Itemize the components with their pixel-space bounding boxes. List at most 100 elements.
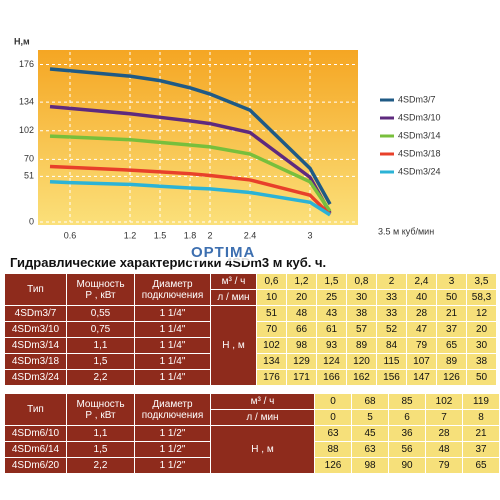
- data-cell: 4SDm6/10: [4, 425, 67, 442]
- head-cell: 30: [466, 337, 497, 354]
- head-cell: 65: [462, 457, 500, 474]
- data-cell: 1 1/2": [134, 441, 211, 458]
- header-cell-line: Диаметр: [152, 398, 193, 410]
- head-cell: 90: [388, 457, 426, 474]
- head-cell: 166: [316, 369, 347, 386]
- head-cell: 126: [436, 369, 467, 386]
- head-cell: 57: [346, 321, 377, 338]
- head-cell: 102: [256, 337, 287, 354]
- data-cell: 1 1/4": [134, 337, 211, 354]
- data-cell: 2,2: [66, 369, 135, 386]
- header-cell-line: Р , кВт: [85, 289, 116, 301]
- y-tick-label: 70: [24, 154, 34, 164]
- flow-cell: 6: [388, 409, 426, 426]
- data-cell: 4SDm6/14: [4, 441, 67, 458]
- table-row: 4SDm6/10 1,1 1 1/2" Н , м 63 45 36 28 21: [4, 425, 500, 474]
- head-cell: 162: [346, 369, 377, 386]
- header-cell-line: Мощность: [76, 278, 125, 290]
- head-cell: 98: [351, 457, 389, 474]
- logo: OPTIMA: [188, 244, 259, 261]
- table-row: Тип Мощность Р , кВт Диаметр подключения м³ /…: [4, 273, 497, 306]
- flow-cell: 0: [314, 409, 352, 426]
- data-cell: 1 1/4": [134, 321, 211, 338]
- data-cell: 1 1/4": [134, 353, 211, 370]
- head-cell: 28: [406, 305, 437, 322]
- x-tick-label: 1.5: [154, 230, 167, 240]
- head-cell: 124: [316, 353, 347, 370]
- head-cell: 89: [346, 337, 377, 354]
- head-cell: 126: [314, 457, 352, 474]
- x-tick-label: 1.2: [124, 230, 137, 240]
- head-cell: 84: [376, 337, 407, 354]
- x-axis-label: 3.5 м куб/мин: [378, 226, 434, 236]
- data-cell: 4SDm3/24: [4, 369, 67, 386]
- head-cell: 176: [256, 369, 287, 386]
- header-cell: Диаметр подключения: [134, 273, 211, 306]
- header-cell: Тип: [4, 393, 67, 426]
- head-cell: 48: [286, 305, 317, 322]
- series-line: [49, 104, 332, 214]
- header-cell-line: Диаметр: [152, 278, 193, 290]
- y-axis-label: Н,м: [14, 36, 30, 46]
- data-cell: 1,1: [66, 425, 135, 442]
- head-cell: 38: [346, 305, 377, 322]
- legend-label: 4SDm3/7: [398, 94, 436, 104]
- head-cell: 28: [425, 425, 463, 442]
- data-cell: 1,5: [66, 441, 135, 458]
- data-cell: 2,2: [66, 457, 135, 474]
- y-tick-label: 102: [19, 125, 34, 135]
- flow-cell: 85: [388, 393, 426, 410]
- flow-cell: 20: [286, 289, 317, 306]
- header-cell-line: подключения: [141, 289, 204, 301]
- flow-cell: 119: [462, 393, 500, 410]
- table-row: 4SDm6/20 2,2 1 1/2" 126 98 90 79 65: [4, 457, 500, 474]
- table-row: 4SDm3/24 2,2 1 1/4" 176 171 166 162 156 147 126 50: [4, 369, 497, 386]
- header-cell: Диаметр подключения: [134, 393, 211, 426]
- data-cell: 1,1: [66, 337, 135, 354]
- head-cell: 50: [466, 369, 497, 386]
- flow-cell: 10: [256, 289, 287, 306]
- flow-cell: 0,8: [346, 273, 377, 290]
- unit-cell: м³ / ч: [210, 273, 257, 290]
- flow-cell: 102: [425, 393, 463, 410]
- data-cell: 4SDm3/10: [4, 321, 67, 338]
- y-tick-label: 0: [29, 216, 34, 226]
- table-row: 4SDm3/14 1,1 1 1/4" 102 98 93 89 84 79 65 30: [4, 337, 497, 354]
- head-cell: 36: [388, 425, 426, 442]
- x-tick-label: 0.6: [64, 230, 77, 240]
- head-cell: 61: [316, 321, 347, 338]
- flow-cell: 68: [351, 393, 389, 410]
- flow-cell: 33: [376, 289, 407, 306]
- head-cell: 37: [462, 441, 500, 458]
- head-cell: 65: [436, 337, 467, 354]
- table-title: Гидравлические характеристики 4SDm3 м ку…: [10, 255, 327, 270]
- unit-cell: л / мин: [210, 409, 315, 426]
- x-tick-label: 1.8: [184, 230, 197, 240]
- head-cell: 120: [346, 353, 377, 370]
- table-row: 4SDm6/14 1,5 1 1/2" 88 63 56 48 37: [4, 441, 500, 458]
- y-tick-label: 51: [24, 171, 34, 181]
- flow-cell: 5: [351, 409, 389, 426]
- head-cell: 147: [406, 369, 437, 386]
- flow-cell: 0,6: [256, 273, 287, 290]
- flow-cell: 58,3: [466, 289, 497, 306]
- head-cell: 12: [466, 305, 497, 322]
- legend-label: 4SDm3/18: [398, 148, 441, 158]
- unit-cell: л / мин: [210, 289, 257, 306]
- data-cell: 1 1/4": [134, 369, 211, 386]
- head-cell: 134: [256, 353, 287, 370]
- head-cell: 33: [376, 305, 407, 322]
- flow-cell: 30: [346, 289, 377, 306]
- unit-cell: Н , м: [210, 305, 257, 386]
- data-cell: 1,5: [66, 353, 135, 370]
- head-cell: 38: [466, 353, 497, 370]
- head-cell: 129: [286, 353, 317, 370]
- x-tick-label: 2.4: [244, 230, 257, 240]
- flow-cell: 3: [436, 273, 467, 290]
- data-cell: 0,55: [66, 305, 135, 322]
- flow-cell: 1,2: [286, 273, 317, 290]
- table-3: Тип Мощность Р , кВт Диаметр подключения м³ /…: [4, 273, 497, 386]
- head-cell: 171: [286, 369, 317, 386]
- head-cell: 51: [256, 305, 287, 322]
- table-row: Тип Мощность Р , кВт Диаметр подключения м³ /…: [4, 393, 500, 426]
